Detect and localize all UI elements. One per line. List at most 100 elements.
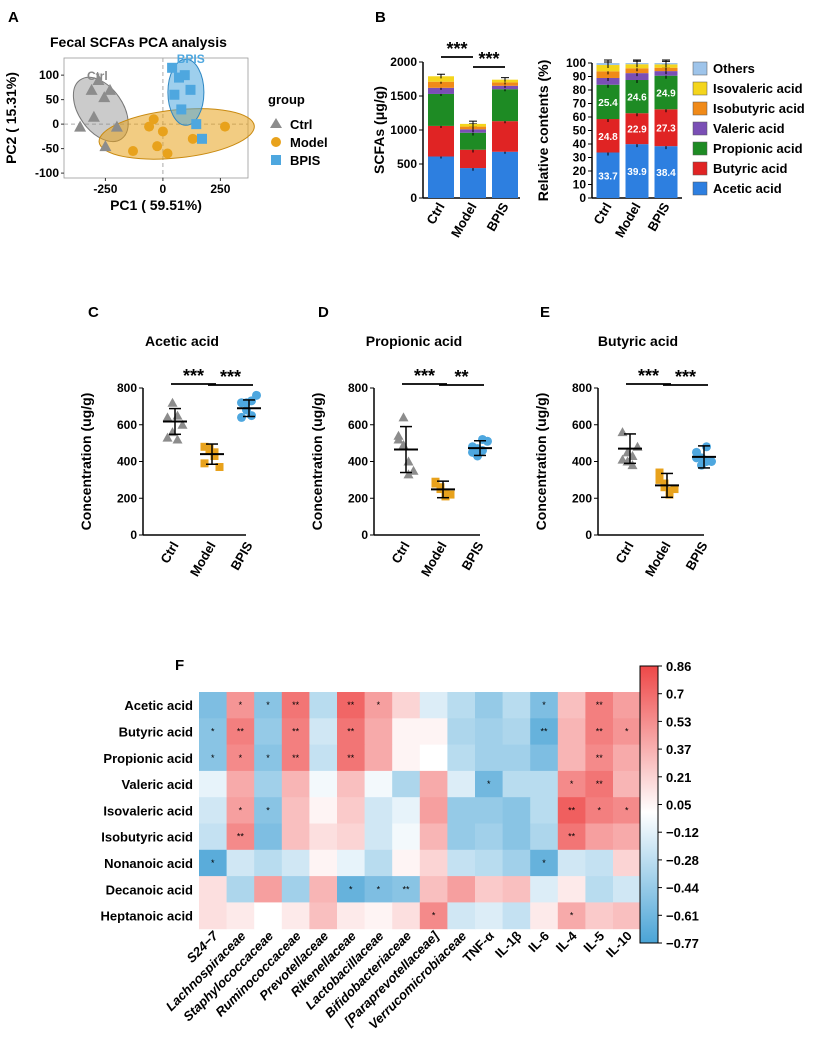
pca-legend-label: Model (290, 135, 328, 150)
dot-y-tick-label: 0 (130, 528, 137, 542)
heatmap-cell (226, 823, 255, 851)
heatmap-cell (502, 692, 531, 719)
rel-bar-label: 22.9 (627, 125, 647, 136)
rel-legend-label: Isovaleric acid (713, 81, 803, 96)
heatmap-cell (226, 797, 255, 824)
heatmap-star: * (266, 700, 270, 710)
rel-x-tick-label: BPIS (644, 200, 672, 234)
rel-bar-label: 24.6 (627, 93, 647, 104)
dot-point (627, 460, 638, 470)
pca-title: Fecal SCFAs PCA analysis (50, 34, 227, 50)
stack-x-tick-label: Ctrl (423, 200, 447, 227)
stack-bar-segment (428, 81, 454, 88)
heatmap-star: ** (596, 753, 604, 763)
stack-bar-segment (492, 151, 518, 198)
heatmap-cell (475, 718, 504, 746)
heatmap-star: * (542, 858, 546, 868)
heatmap-cell (309, 823, 338, 851)
heatmap-cell (364, 744, 393, 772)
heatmap-row-label: Isovaleric acid (103, 803, 193, 818)
dot-point (162, 412, 173, 422)
rel-x-tick-label: Ctrl (590, 200, 614, 227)
dot-point (665, 486, 674, 495)
rel-bar-segment (596, 152, 620, 198)
heatmap-scale-label: 0.86 (666, 659, 691, 674)
heatmap-cell (447, 902, 476, 930)
dot-y-tick-label: 200 (572, 491, 592, 505)
heatmap-star: ** (568, 805, 576, 815)
pca-point-ctrl (110, 120, 123, 132)
heatmap-cell (337, 849, 366, 877)
heatmap-cell (447, 718, 476, 746)
dot-point (393, 434, 404, 444)
heatmap-scale-label: 0.05 (666, 798, 691, 813)
heatmap-cell (557, 849, 586, 877)
heatmap-scale-label: −0.12 (666, 825, 699, 840)
heatmap-cell (364, 823, 393, 851)
heatmap-star: ** (347, 700, 355, 710)
dot-y-tick-label: 400 (572, 455, 592, 469)
heatmap-cell (557, 770, 586, 798)
heatmap-cell (226, 849, 255, 877)
heatmap-cell (254, 876, 283, 903)
heatmap-cell (226, 876, 255, 903)
heatmap-row-label: Butyric acid (119, 724, 193, 739)
heatmap-cell (502, 770, 531, 798)
stack-bar-segment (428, 93, 454, 126)
dot-point (446, 490, 455, 499)
heatmap-cell (199, 902, 228, 930)
pca-point-bpis (169, 89, 180, 100)
heatmap-star: * (349, 884, 353, 894)
panel-letter-f: F (175, 657, 184, 674)
heatmap-cell (585, 718, 614, 746)
pca-point-bpis (179, 70, 190, 81)
stack-y-tick-label: 0 (410, 191, 417, 205)
rel-bar-segment (654, 109, 678, 147)
heatmap-cell (254, 744, 283, 772)
stack-x-tick-label: BPIS (483, 200, 511, 234)
stack-y-tick-label: 1000 (390, 123, 417, 137)
dot-significance-label: *** (220, 367, 241, 387)
heatmap-col-label: IL-4 (553, 928, 580, 955)
heatmap-cell (447, 797, 476, 824)
dot-point (200, 442, 209, 451)
heatmap-cell (502, 797, 531, 824)
heatmap-cell (475, 692, 504, 719)
heatmap-cell (309, 744, 338, 772)
rel-y-tick-label: 60 (573, 110, 587, 124)
rel-x-tick-label: Model (612, 200, 644, 240)
stack-y-label: SCFAs (μg/g) (371, 86, 387, 174)
heatmap-cell (613, 876, 642, 903)
dot-point (215, 463, 224, 472)
heatmap-cell (337, 876, 366, 903)
heatmap-cell (502, 718, 531, 746)
butyric-acid-dot-plot: Butyric acid 0 200 400 600 800 Concentration (… (533, 333, 716, 579)
heatmap-cell (530, 823, 559, 851)
heatmap-cell (392, 823, 421, 851)
rel-legend-label: Butyric acid (713, 161, 787, 176)
heatmap-col-label: IL-6 (525, 928, 552, 955)
heatmap-star: ** (596, 700, 604, 710)
heatmap-cell (226, 770, 255, 798)
heatmap-star: ** (596, 779, 604, 789)
rel-y-label: Relative contents (%) (535, 60, 551, 202)
heatmap-cell (364, 902, 393, 930)
pca-point-bpis (197, 133, 207, 144)
heatmap-cell (419, 876, 448, 903)
rel-bar-segment (596, 77, 620, 85)
heatmap-cell (447, 876, 476, 903)
rel-legend-swatch (692, 81, 708, 96)
heatmap-cell (447, 823, 476, 851)
pca-legend-title: group (268, 92, 305, 107)
heatmap-star: ** (292, 726, 300, 736)
heatmap-cell (199, 823, 228, 851)
heatmap-cell (475, 876, 504, 903)
rel-bar-label: 24.8 (598, 132, 618, 143)
dot-y-tick-label: 800 (572, 381, 592, 395)
heatmap-star: ** (596, 726, 604, 736)
heatmap-scale-label: 0.53 (666, 714, 691, 729)
heatmap-cell (337, 902, 366, 930)
dot-y-tick-label: 200 (348, 491, 368, 505)
heatmap-cell (281, 823, 310, 851)
pca-point-ctrl (99, 140, 112, 152)
